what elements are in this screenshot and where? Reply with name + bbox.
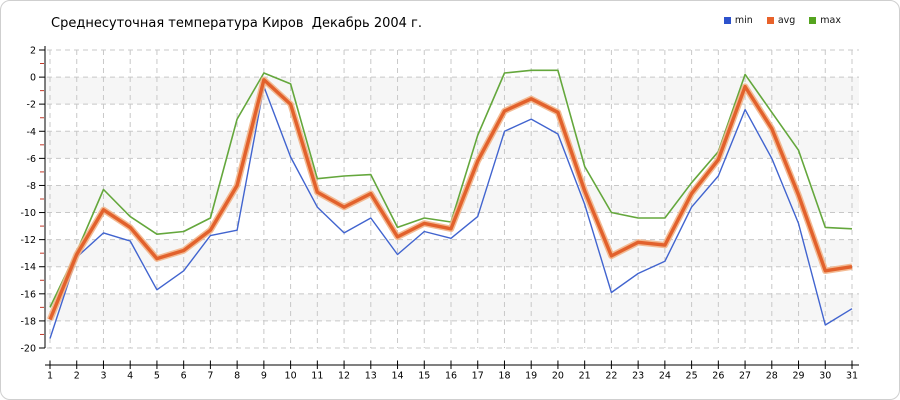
y-tick-label: -6 <box>27 154 36 165</box>
x-tick-label: 13 <box>365 371 377 382</box>
x-tick-label: 24 <box>659 371 671 382</box>
x-tick-label: 4 <box>127 371 133 382</box>
y-tick-label: -20 <box>20 344 36 355</box>
series-min-line <box>49 85 853 339</box>
avg-series-swatch-icon <box>766 17 774 24</box>
x-tick-label: 15 <box>418 371 430 382</box>
x-tick-label: 23 <box>632 371 644 382</box>
x-tick-label: 16 <box>445 371 457 382</box>
legend-label-min: min <box>734 15 753 26</box>
x-tick-label: 22 <box>605 371 617 382</box>
band-group <box>45 77 859 321</box>
x-axis-ticks: 1 2 3 4 5 6 7 8 9 10 11 12 13 14 15 16 17 18 19 20 21 22 23 24 2… <box>47 360 858 382</box>
x-tick-label: 25 <box>686 371 698 382</box>
y-axis-minor-ticks <box>40 63 44 335</box>
x-tick-label: 12 <box>338 371 350 382</box>
x-tick-label: 31 <box>846 371 858 382</box>
x-tick-label: 26 <box>712 371 724 382</box>
legend-label-avg: avg <box>777 15 796 26</box>
x-tick-label: 21 <box>579 371 591 382</box>
max-series-swatch-icon <box>809 17 817 24</box>
x-tick-label: 30 <box>819 371 831 382</box>
x-tick-label: 29 <box>792 371 804 382</box>
y-tick-label: -8 <box>27 181 36 192</box>
x-tick-label: 2 <box>74 371 80 382</box>
y-tick-label: -14 <box>20 262 36 273</box>
legend-item-min: min <box>723 15 753 26</box>
x-tick-label: 14 <box>391 371 403 382</box>
y-axis-ticks: 2 0 -2 -4 -6 -8 -10 -12 -14 -16 -18 -20 <box>20 46 45 355</box>
y-tick-label: 0 <box>30 73 36 84</box>
y-tick-label: -2 <box>27 100 36 111</box>
x-tick-label: 27 <box>739 371 751 382</box>
legend-item-avg: avg <box>766 15 796 26</box>
x-tick-label: 20 <box>552 371 564 382</box>
x-tick-label: 6 <box>181 371 187 382</box>
chart-title: Среднесуточная температура Киров Декабрь… <box>51 16 423 31</box>
legend-item-max: max <box>809 15 841 26</box>
series-avg-line <box>48 78 853 321</box>
y-tick-label: -4 <box>27 127 36 138</box>
y-tick-label: -16 <box>20 289 36 300</box>
x-tick-label: 28 <box>766 371 778 382</box>
x-tick-label: 5 <box>154 371 160 382</box>
legend-label-max: max <box>820 15 841 26</box>
x-tick-label: 10 <box>285 371 297 382</box>
x-tick-label: 17 <box>472 371 484 382</box>
x-tick-label: 18 <box>498 371 510 382</box>
y-tick-label: -12 <box>20 235 36 246</box>
x-tick-label: 9 <box>261 371 267 382</box>
chart-legend: min avg max <box>723 15 841 26</box>
min-series-swatch-icon <box>723 17 731 24</box>
x-tick-label: 7 <box>207 371 213 382</box>
x-tick-label: 8 <box>234 371 240 382</box>
grid-group <box>47 49 859 349</box>
x-tick-label: 3 <box>100 371 106 382</box>
x-tick-label: 19 <box>525 371 537 382</box>
y-tick-label: -18 <box>20 316 36 327</box>
x-tick-label: 11 <box>311 371 323 382</box>
y-tick-label: -10 <box>20 208 36 219</box>
x-tick-label: 1 <box>47 371 53 382</box>
y-tick-label: 2 <box>30 46 36 57</box>
